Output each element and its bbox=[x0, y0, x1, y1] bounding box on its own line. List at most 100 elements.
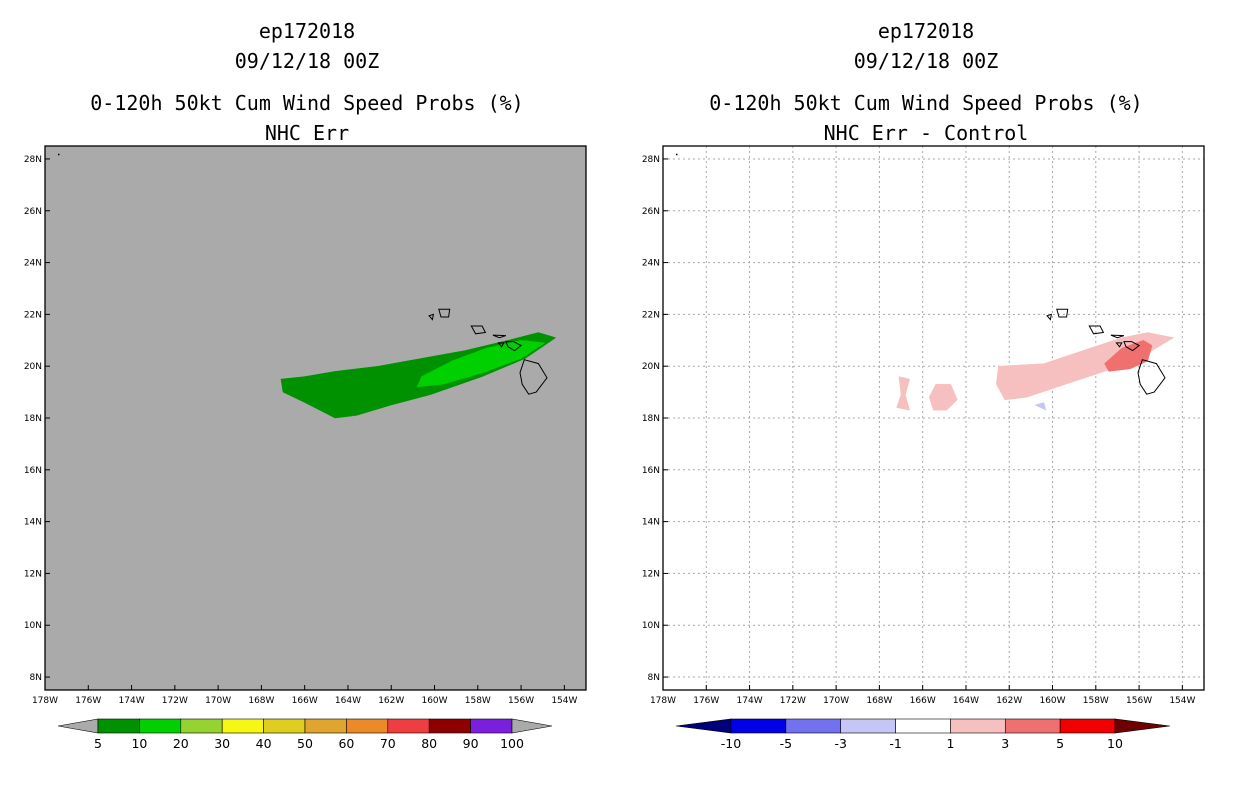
colorbar-label: 40 bbox=[256, 736, 272, 751]
colorbar-label: 10 bbox=[131, 736, 147, 751]
coastline-island-2 bbox=[492, 334, 507, 339]
colorbar-swatch bbox=[428, 718, 471, 734]
coastline-island-6 bbox=[497, 342, 505, 348]
x-tick-label: 170W bbox=[205, 696, 231, 706]
x-tick-label: 154W bbox=[551, 696, 577, 706]
coastline-island-4 bbox=[438, 308, 451, 318]
colorbar: 5 10 20 30 40 50 60 70 80 90 100 bbox=[57, 718, 553, 751]
x-tick-label: 172W bbox=[780, 696, 806, 706]
x-tick-label: 176W bbox=[693, 696, 719, 706]
colorbar-label: 60 bbox=[338, 736, 354, 751]
x-tick-label: 166W bbox=[910, 696, 936, 706]
x-tick-label: 160W bbox=[421, 696, 447, 706]
x-tick-label: 156W bbox=[1126, 696, 1152, 706]
colorbar-label: 5 bbox=[1056, 736, 1064, 751]
contour-1-3-1 bbox=[928, 384, 958, 411]
x-tick-label: 166W bbox=[292, 696, 318, 706]
colorbar-swatch bbox=[1004, 718, 1061, 734]
x-tick-label: 174W bbox=[119, 696, 145, 706]
y-tick-label: 28N bbox=[642, 155, 660, 165]
y-tick-label: 24N bbox=[24, 259, 42, 269]
colorbar-label: 10 bbox=[1107, 736, 1123, 751]
y-tick-label: 26N bbox=[642, 207, 660, 217]
colorbar-swatch bbox=[139, 718, 182, 734]
coastline-island-0 bbox=[519, 359, 548, 395]
coastline-island-3 bbox=[1088, 325, 1105, 335]
colorbar-swatch bbox=[470, 718, 513, 734]
title-line-2: 09/12/18 00Z bbox=[235, 49, 380, 73]
x-tick-label: 160W bbox=[1039, 696, 1065, 706]
x-tick-label: 162W bbox=[996, 696, 1022, 706]
colorbar-label: 50 bbox=[297, 736, 313, 751]
x-tick-label: 172W bbox=[162, 696, 188, 706]
colorbar-swatch bbox=[895, 718, 951, 734]
x-tick-label: 156W bbox=[508, 696, 534, 706]
coastline-speck bbox=[57, 153, 60, 156]
x-tick-label: 164W bbox=[335, 696, 361, 706]
colorbar-label: 30 bbox=[214, 736, 230, 751]
colorbar-label: 5 bbox=[94, 736, 102, 751]
colorbar-label: 20 bbox=[173, 736, 189, 751]
y-tick-label: 10N bbox=[24, 621, 42, 631]
coastline-island-3 bbox=[470, 325, 487, 335]
title-line-1: ep172018 bbox=[259, 19, 355, 43]
coastline-island-1 bbox=[505, 341, 523, 352]
contour--3--1-4 bbox=[1034, 402, 1047, 411]
colorbar-under-arrow bbox=[675, 718, 732, 734]
x-tick-label: 158W bbox=[1083, 696, 1109, 706]
y-tick-label: 8N bbox=[648, 673, 660, 683]
colorbar-label: -5 bbox=[780, 736, 792, 751]
colorbar-label: 3 bbox=[1001, 736, 1009, 751]
x-tick-label: 178W bbox=[650, 696, 676, 706]
title-line-4: NHC Err - Control bbox=[824, 121, 1029, 145]
x-tick-label: 168W bbox=[248, 696, 274, 706]
y-tick-label: 18N bbox=[24, 414, 42, 424]
y-tick-label: 10N bbox=[642, 621, 660, 631]
y-tick-label: 14N bbox=[642, 518, 660, 528]
colorbar-swatch bbox=[180, 718, 223, 734]
colorbar: -10 -5 -3 -1 1 3 5 10 bbox=[675, 718, 1171, 751]
colorbar-swatch bbox=[221, 718, 264, 734]
contour-3-5-3 bbox=[1104, 340, 1153, 372]
colorbar-over-arrow bbox=[1114, 718, 1171, 734]
y-tick-label: 20N bbox=[24, 362, 42, 372]
colorbar-swatch bbox=[785, 718, 842, 734]
title-line-3: 0-120h 50kt Cum Wind Speed Probs (%) bbox=[709, 91, 1142, 115]
y-tick-label: 16N bbox=[24, 466, 42, 476]
x-tick-label: 168W bbox=[866, 696, 892, 706]
y-tick-label: 8N bbox=[30, 673, 42, 683]
colorbar-label: -10 bbox=[721, 736, 741, 751]
title-line-4: NHC Err bbox=[265, 121, 349, 145]
y-tick-label: 26N bbox=[24, 207, 42, 217]
contour-10-20-1 bbox=[416, 340, 546, 388]
colorbar-swatch bbox=[97, 718, 140, 734]
colorbar-swatch bbox=[346, 718, 389, 734]
coastline-island-6 bbox=[1115, 342, 1123, 348]
colorbar-label: 100 bbox=[500, 736, 524, 751]
colorbar-swatch bbox=[730, 718, 787, 734]
colorbar-swatch bbox=[1059, 718, 1116, 734]
colorbar-label: 70 bbox=[380, 736, 396, 751]
coastline-speck bbox=[675, 153, 678, 156]
colorbar-label: 80 bbox=[421, 736, 437, 751]
y-tick-label: 24N bbox=[642, 259, 660, 269]
coastline-island-4 bbox=[1056, 308, 1069, 318]
colorbar-swatch bbox=[387, 718, 430, 734]
colorbar-swatch bbox=[950, 718, 1006, 734]
coastline-island-2 bbox=[1110, 334, 1125, 339]
y-tick-label: 22N bbox=[24, 310, 42, 320]
y-tick-label: 28N bbox=[24, 155, 42, 165]
x-tick-label: 174W bbox=[737, 696, 763, 706]
title-line-3: 0-120h 50kt Cum Wind Speed Probs (%) bbox=[90, 91, 523, 115]
x-tick-label: 164W bbox=[953, 696, 979, 706]
x-tick-label: 162W bbox=[378, 696, 404, 706]
coastline-island-1 bbox=[1123, 341, 1141, 352]
title-line-1: ep172018 bbox=[878, 19, 974, 43]
colorbar-swatch bbox=[304, 718, 347, 734]
colorbar-label: 1 bbox=[946, 736, 954, 751]
colorbar-label: -1 bbox=[889, 736, 901, 751]
y-tick-label: 14N bbox=[24, 518, 42, 528]
coastline-island-0 bbox=[1137, 359, 1166, 395]
colorbar-label: -3 bbox=[834, 736, 846, 751]
